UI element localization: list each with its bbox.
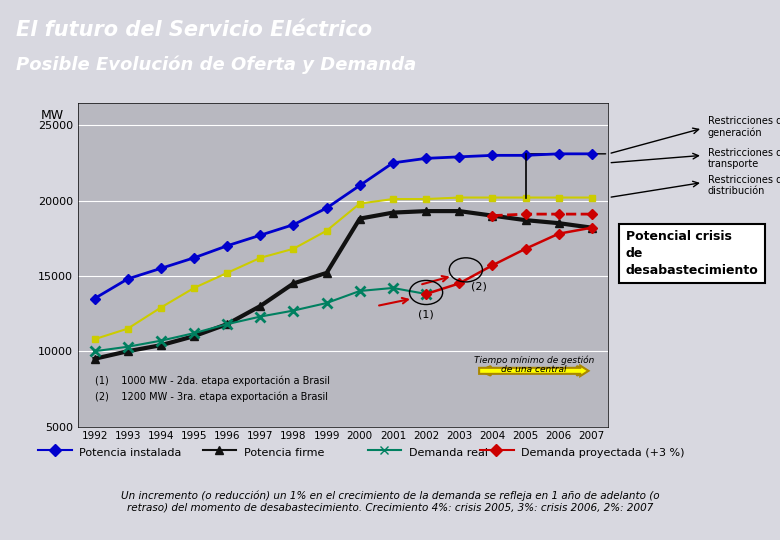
Text: de una central: de una central xyxy=(501,366,566,374)
Demanda real xyxy=(388,285,398,291)
Text: Posible Evolución de Oferta y Demanda: Posible Evolución de Oferta y Demanda xyxy=(16,55,416,74)
Line: Demanda proyectada (+3 %): Demanda proyectada (+3 %) xyxy=(423,224,595,298)
Demanda proyectada (+3 %) xyxy=(421,291,431,297)
Text: (1)    1000 MW - 2da. etapa exportación a Brasil: (1) 1000 MW - 2da. etapa exportación a B… xyxy=(94,375,330,386)
Demanda real xyxy=(190,330,199,336)
Potencia instalada xyxy=(421,155,431,161)
Line: Potencia firme: Potencia firme xyxy=(90,207,596,363)
Demanda proyectada (+3 %) xyxy=(554,231,563,237)
Text: Un incremento (o reducción) un 1% en el crecimiento de la demanda se refleja en : Un incremento (o reducción) un 1% en el … xyxy=(121,491,659,513)
Potencia instalada xyxy=(355,182,364,188)
Potencia instalada xyxy=(587,151,597,157)
Demanda real xyxy=(156,338,165,344)
Demanda real xyxy=(90,348,99,354)
Potencia firme xyxy=(222,321,232,327)
Potencia instalada xyxy=(455,153,464,160)
Text: Demanda proyectada (+3 %): Demanda proyectada (+3 %) xyxy=(521,448,685,458)
Demanda proyectada (+3 %) xyxy=(587,225,597,231)
Potencia instalada xyxy=(256,232,265,239)
FancyArrow shape xyxy=(479,366,588,376)
Text: (1): (1) xyxy=(418,309,434,319)
Demanda real xyxy=(222,321,232,327)
Demanda real xyxy=(256,313,265,320)
Demanda real xyxy=(322,300,332,306)
Potencia firme xyxy=(455,208,464,214)
Text: Restricciones de
transporte: Restricciones de transporte xyxy=(708,147,780,169)
Text: Potencia instalada: Potencia instalada xyxy=(80,448,182,458)
Potencia firme xyxy=(388,210,398,216)
Potencia instalada xyxy=(388,160,398,166)
Line: Demanda real: Demanda real xyxy=(90,283,431,356)
Text: Potencia firme: Potencia firme xyxy=(244,448,324,458)
Potencia firme xyxy=(322,269,332,276)
Potencia firme xyxy=(90,355,99,362)
Potencia instalada xyxy=(222,242,232,249)
Text: (2): (2) xyxy=(471,282,487,292)
Potencia instalada xyxy=(190,254,199,261)
Potencia firme xyxy=(289,280,298,287)
Potencia firme xyxy=(355,215,364,222)
Potencia firme xyxy=(488,212,497,219)
Potencia instalada xyxy=(488,152,497,159)
Text: (2)    1200 MW - 3ra. etapa exportación a Brasil: (2) 1200 MW - 3ra. etapa exportación a B… xyxy=(94,392,328,402)
Text: Tiempo mínimo de gestión: Tiempo mínimo de gestión xyxy=(473,356,594,365)
Potencia instalada xyxy=(322,205,332,211)
Potencia instalada xyxy=(90,295,99,302)
Demanda proyectada (+3 %) xyxy=(455,280,464,287)
Demanda real xyxy=(289,307,298,314)
Text: Demanda real: Demanda real xyxy=(409,448,488,458)
Potencia firme xyxy=(156,342,165,348)
Demanda real xyxy=(355,288,364,294)
Demanda real xyxy=(421,291,431,297)
Potencia firme xyxy=(123,348,133,354)
Potencia firme xyxy=(190,333,199,340)
Potencia instalada xyxy=(289,221,298,228)
Text: Restricciones de
generación: Restricciones de generación xyxy=(708,116,780,138)
Text: Potencial crisis
de
desabastecimiento: Potencial crisis de desabastecimiento xyxy=(626,230,758,277)
Line: Potencia instalada: Potencia instalada xyxy=(91,150,595,302)
Demanda real xyxy=(123,343,133,350)
Potencia instalada xyxy=(554,151,563,157)
Potencia firme xyxy=(256,303,265,309)
Demanda proyectada (+3 %) xyxy=(521,246,530,252)
Demanda proyectada (+3 %) xyxy=(488,262,497,268)
Potencia firme xyxy=(587,225,597,231)
Potencia instalada xyxy=(156,265,165,272)
Text: El futuro del Servicio Eléctrico: El futuro del Servicio Eléctrico xyxy=(16,19,372,39)
Text: MW: MW xyxy=(41,109,64,122)
Text: Restricciones de
distribución: Restricciones de distribución xyxy=(708,174,780,196)
Potencia firme xyxy=(421,208,431,214)
Potencia instalada xyxy=(123,276,133,282)
Potencia instalada xyxy=(521,152,530,159)
Potencia firme xyxy=(521,217,530,224)
Potencia firme xyxy=(554,220,563,226)
